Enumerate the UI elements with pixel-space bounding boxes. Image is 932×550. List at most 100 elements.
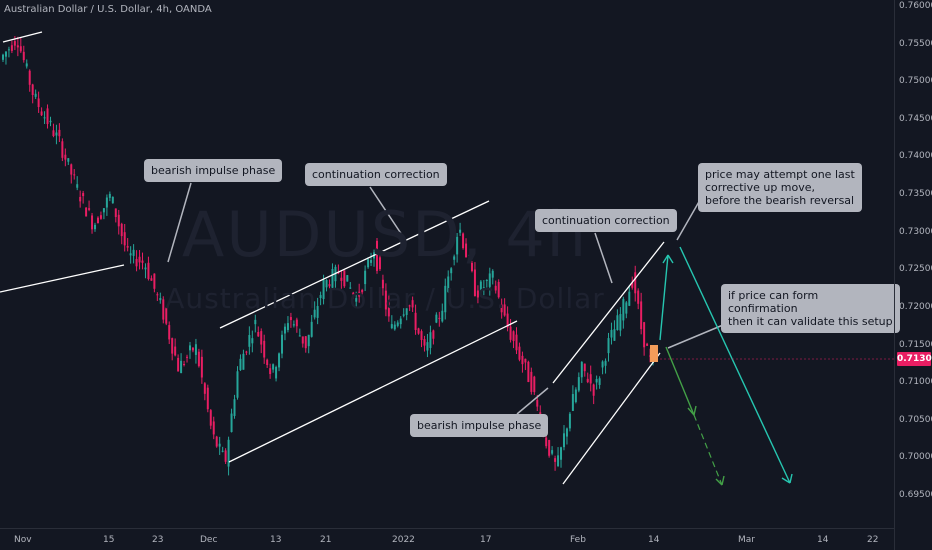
candle-body (488, 273, 491, 287)
candle-body (275, 366, 278, 379)
annotation-last-corrective[interactable]: price may attempt one last corrective up… (698, 163, 862, 212)
pointer-bearish-impulse-2[interactable] (516, 387, 549, 415)
candle-body (114, 208, 117, 218)
candle-body (96, 217, 99, 224)
candle-body (364, 270, 367, 285)
candle-body (527, 361, 530, 382)
candle-body (239, 358, 242, 371)
channel-2-upper[interactable] (552, 241, 665, 384)
candle-body (61, 141, 64, 158)
candle-body (533, 376, 536, 393)
arrowhead-up-right[interactable] (667, 254, 674, 264)
candle-body (387, 300, 390, 317)
pointer-confirmation[interactable] (667, 324, 724, 349)
candle-body (574, 389, 577, 403)
annotation-bearish-impulse-2[interactable]: bearish impulse phase (410, 414, 549, 437)
candle-body (209, 410, 212, 426)
candle-body (174, 346, 177, 356)
channel-1-lower[interactable] (228, 320, 518, 463)
candle-body (568, 413, 571, 429)
candle-body (435, 314, 438, 323)
candle-body (22, 51, 25, 61)
candle-body (200, 356, 203, 378)
candle-body (188, 345, 191, 351)
candle-body (411, 300, 414, 308)
candle-body (349, 287, 352, 289)
candle-body (212, 421, 215, 435)
annotation-confirmation[interactable]: if price can form confirmation then it c… (721, 284, 900, 333)
arrowhead-up-left[interactable] (662, 254, 669, 264)
candle-body (515, 334, 518, 351)
candle-body (278, 353, 281, 368)
price-tick-label: 0.69500 (899, 490, 932, 500)
candle-body (497, 281, 500, 298)
candle-body (40, 111, 43, 116)
candle-body (643, 322, 646, 348)
channel-2-lower[interactable] (562, 352, 661, 485)
arrowhead-down-teal-right[interactable] (789, 473, 793, 484)
candle-body (405, 308, 408, 315)
candle-body (491, 270, 494, 278)
projection-down-green-1[interactable] (665, 346, 695, 416)
candle-body (88, 208, 91, 210)
candle-body (147, 262, 150, 279)
candle-body (286, 323, 289, 331)
trendline-left[interactable] (0, 264, 125, 293)
candle-body (194, 344, 197, 355)
candle-body (283, 326, 286, 334)
candle-body (236, 371, 239, 398)
candle-body (399, 318, 402, 325)
arrowhead-green-1-right[interactable] (693, 405, 697, 416)
candle-body (126, 246, 129, 248)
projection-up-teal[interactable] (659, 254, 669, 341)
projection-down-green-2[interactable] (693, 414, 723, 486)
channel-1-upper[interactable] (219, 200, 490, 329)
candle-body (85, 207, 88, 217)
candle-body (245, 351, 248, 353)
candle-body (13, 41, 16, 46)
time-tick-label: 21 (320, 535, 332, 545)
arrowhead-down-teal-left[interactable] (781, 477, 791, 484)
projection-down-teal[interactable] (679, 246, 791, 484)
candle-body (58, 129, 61, 137)
candle-body (248, 335, 251, 347)
pointer-bearish-impulse-1[interactable] (167, 182, 192, 263)
candle-body (604, 360, 607, 366)
candle-body (227, 439, 230, 467)
candle-body (28, 70, 31, 85)
annotation-bearish-impulse-1[interactable]: bearish impulse phase (144, 159, 283, 182)
trendline-top-left[interactable] (2, 31, 43, 43)
candle-body (46, 108, 49, 125)
candle-body (263, 340, 266, 358)
arrowhead-green-2-left[interactable] (715, 478, 723, 486)
candle-body (4, 51, 7, 57)
candle-body (186, 356, 189, 358)
arrowhead-green-2-right[interactable] (721, 475, 725, 486)
candle-body (266, 359, 269, 366)
candle-body (453, 256, 456, 260)
candle-body (456, 236, 459, 255)
candle-body (613, 329, 616, 341)
candle-body (79, 196, 82, 202)
candle-body (583, 363, 586, 372)
candle-body (444, 285, 447, 313)
annotation-continuation-1[interactable]: continuation correction (305, 163, 447, 186)
candle-body (545, 437, 548, 447)
pointer-continuation-1[interactable] (369, 186, 405, 239)
candle-body (242, 353, 245, 370)
arrowhead-green-1-left[interactable] (687, 407, 695, 416)
candle-body (432, 330, 435, 339)
candle-body (64, 154, 67, 160)
candle-body (598, 378, 601, 385)
candle-body (462, 233, 465, 249)
entry-marker[interactable] (650, 345, 658, 362)
candle-body (165, 307, 168, 324)
candle-body (551, 450, 554, 454)
annotation-continuation-2[interactable]: continuation correction (535, 209, 677, 232)
candle-body (7, 49, 10, 51)
pointer-continuation-2[interactable] (594, 232, 613, 284)
pointer-last-corrective[interactable] (676, 199, 701, 241)
